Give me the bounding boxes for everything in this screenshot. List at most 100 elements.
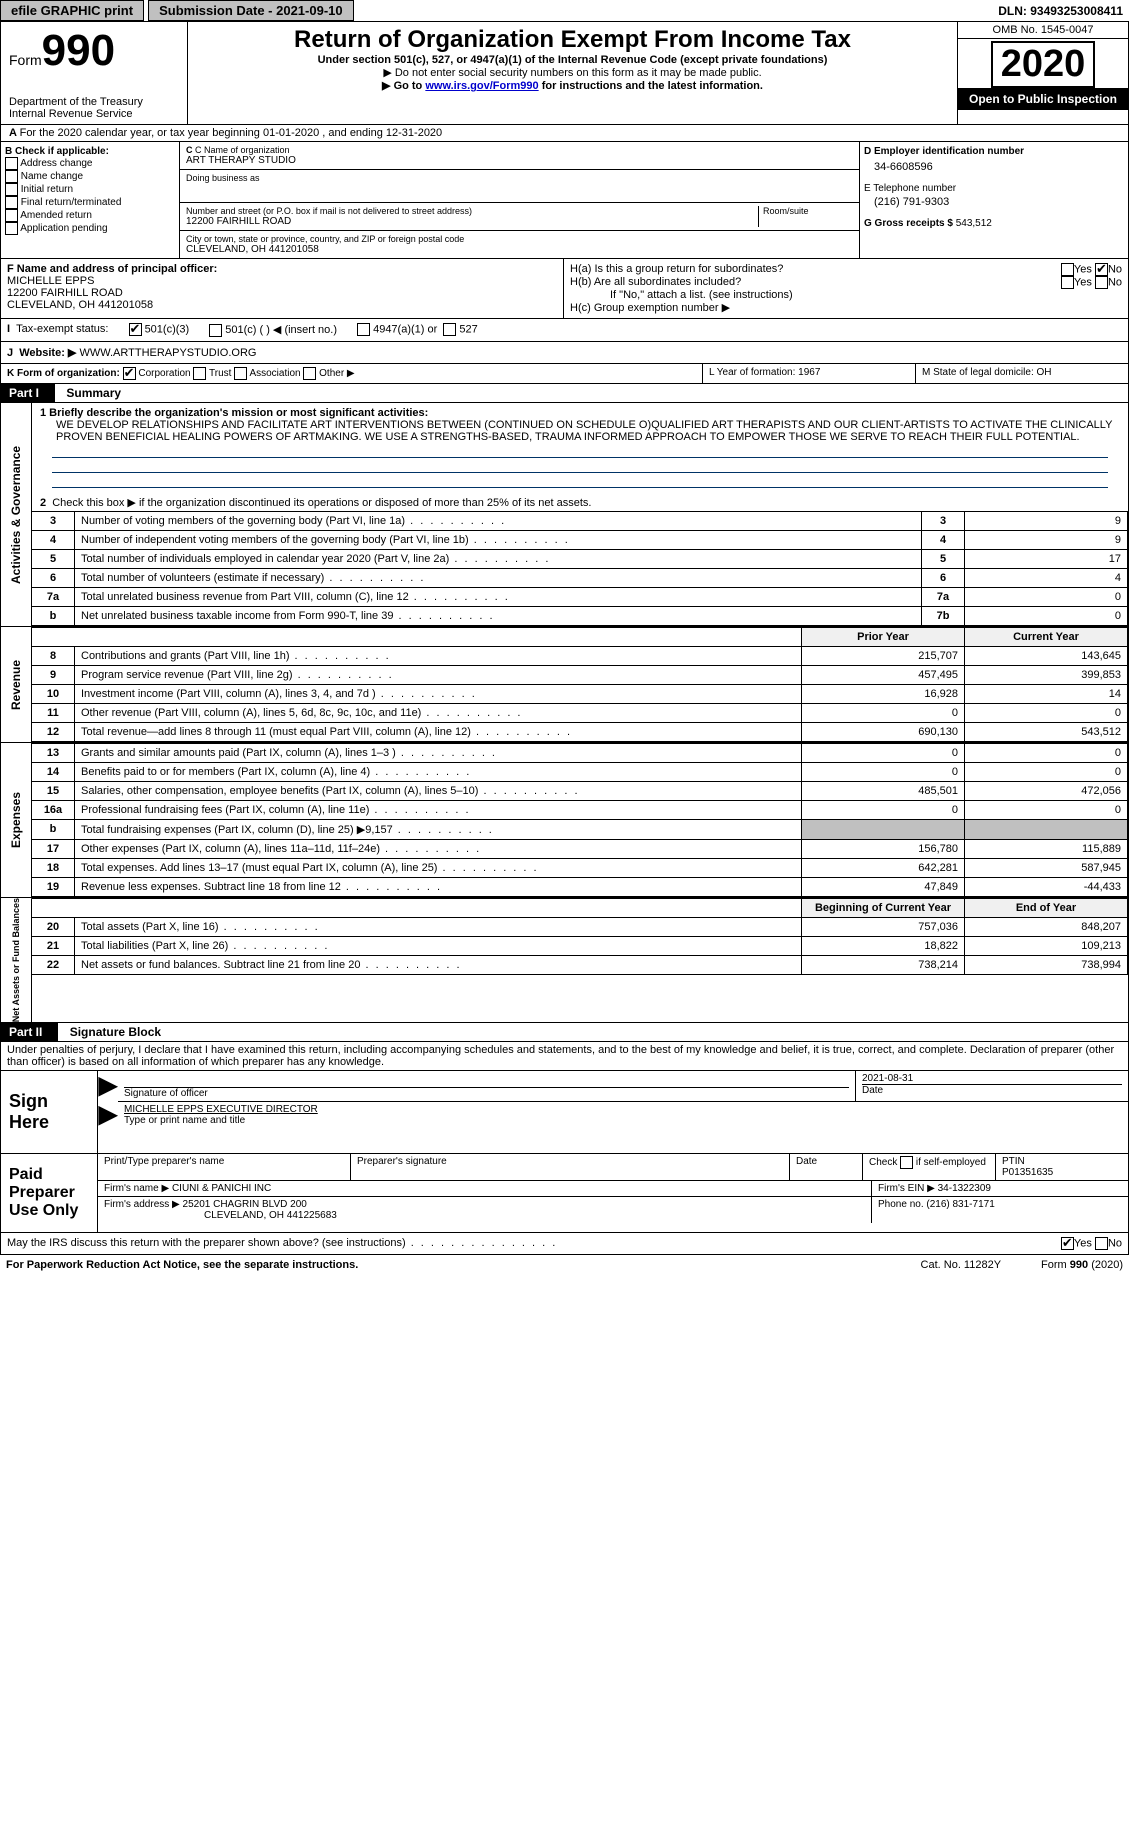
- open-inspection: Open to Public Inspection: [958, 88, 1128, 110]
- typed-name: MICHELLE EPPS EXECUTIVE DIRECTOR: [124, 1104, 1122, 1115]
- l2-text: Check this box ▶ if the organization dis…: [52, 497, 591, 509]
- irs-link[interactable]: www.irs.gov/Form990: [425, 80, 538, 92]
- discuss-row: May the IRS discuss this return with the…: [0, 1233, 1129, 1255]
- officer-addr2: CLEVELAND, OH 441201058: [7, 299, 153, 311]
- header: Form990 Department of the Treasury Inter…: [0, 22, 1129, 125]
- date-lbl: Date: [862, 1084, 1122, 1096]
- city-lbl: City or town, state or province, country…: [186, 234, 853, 244]
- part1-exp: Expenses 13Grants and similar amounts pa…: [0, 743, 1129, 898]
- sub3b: for instructions and the latest informat…: [539, 80, 763, 92]
- sub3a: ▶ Go to: [382, 80, 425, 92]
- form-small: Form: [9, 52, 42, 68]
- section-f: F Name and address of principal officer:…: [1, 259, 564, 318]
- part1-na: Net Assets or Fund Balances Beginning of…: [0, 898, 1129, 1023]
- d-lbl: D Employer identification number: [864, 146, 1124, 157]
- state-domicile: M State of legal domicile: OH: [915, 364, 1128, 383]
- fgh-row: F Name and address of principal officer:…: [0, 259, 1129, 319]
- omb: OMB No. 1545-0047: [958, 22, 1128, 39]
- section-h: H(a) Is this a group return for subordin…: [564, 259, 1128, 318]
- row-i: I Tax-exempt status: 501(c)(3) 501(c) ( …: [0, 319, 1129, 342]
- hb-no: No: [1108, 276, 1122, 288]
- k-trust: Trust: [209, 368, 231, 379]
- part1-hdr-row: Part I Summary: [0, 384, 1129, 403]
- b-opt[interactable]: Name change: [5, 170, 175, 183]
- firm-addr-lbl: Firm's address ▶: [104, 1199, 183, 1210]
- i-501c: 501(c) ( ) ◀ (insert no.): [225, 324, 337, 336]
- discuss-text: May the IRS discuss this return with the…: [7, 1237, 557, 1250]
- pra: For Paperwork Reduction Act Notice, see …: [6, 1259, 358, 1271]
- footer: For Paperwork Reduction Act Notice, see …: [0, 1255, 1129, 1275]
- firm-phone-lbl: Phone no.: [878, 1199, 926, 1210]
- firm-phone: (216) 831-7171: [926, 1199, 994, 1210]
- phone: (216) 791-9303: [864, 194, 1124, 218]
- i-lbl: Tax-exempt status:: [16, 323, 108, 337]
- part1-title: Summary: [58, 384, 129, 402]
- section-c: C C Name of organization ART THERAPY STU…: [180, 142, 859, 258]
- dept: Department of the Treasury Internal Reve…: [9, 96, 179, 120]
- declaration: Under penalties of perjury, I declare th…: [0, 1042, 1129, 1071]
- info-grid: B Check if applicable: Address change Na…: [0, 142, 1129, 259]
- row-k: K Form of organization: Corporation Trus…: [1, 364, 702, 383]
- i-527: 527: [459, 323, 477, 335]
- pp-date-lbl: Date: [790, 1154, 863, 1180]
- sign-here-lbl: Sign Here: [1, 1071, 98, 1153]
- b-opt[interactable]: Application pending: [5, 222, 175, 235]
- subdate-lbl: Submission Date -: [159, 3, 276, 18]
- arrow-icon: ▶▶: [98, 1071, 118, 1153]
- l2: 2 Check this box ▶ if the organization d…: [32, 494, 1128, 511]
- form-990: 990: [42, 26, 115, 75]
- part1-rev: Revenue Prior YearCurrent Year8Contribut…: [0, 627, 1129, 743]
- k-corp: Corporation: [138, 368, 190, 379]
- hdr-left: Form990 Department of the Treasury Inter…: [1, 22, 188, 124]
- topbar: efile GRAPHIC print Submission Date - 20…: [0, 0, 1129, 22]
- addr: 12200 FAIRHILL ROAD: [186, 216, 758, 227]
- dba-lbl: Doing business as: [186, 173, 853, 183]
- discuss-yes: Yes: [1074, 1237, 1092, 1249]
- vtab-na: Net Assets or Fund Balances: [1, 898, 32, 1022]
- pp-name-lbl: Print/Type preparer's name: [98, 1154, 351, 1180]
- firm-name: CIUNI & PANICHI INC: [172, 1183, 271, 1194]
- typed-lbl: Type or print name and title: [124, 1115, 1122, 1126]
- c-dba: Doing business as: [180, 170, 859, 203]
- ptin-lbl: PTIN: [1002, 1156, 1122, 1167]
- firm-city: CLEVELAND, OH 441225683: [104, 1210, 337, 1221]
- org-name: ART THERAPY STUDIO: [186, 155, 853, 166]
- b-hdr: B Check if applicable:: [5, 146, 175, 157]
- b-opt[interactable]: Amended return: [5, 209, 175, 222]
- cat-no: Cat. No. 11282Y: [921, 1259, 1002, 1271]
- ein: 34-6608596: [864, 157, 1124, 183]
- gross-receipts: 543,512: [956, 218, 992, 229]
- officer-addr1: 12200 FAIRHILL ROAD: [7, 287, 123, 299]
- firm-name-lbl: Firm's name ▶: [104, 1183, 172, 1194]
- vtab-ag: Activities & Governance: [1, 403, 32, 626]
- discuss-no: No: [1108, 1237, 1122, 1249]
- ag-table: 3Number of voting members of the governi…: [32, 511, 1128, 626]
- year-formation: L Year of formation: 1967: [702, 364, 915, 383]
- sub2: ▶ Do not enter social security numbers o…: [196, 66, 949, 79]
- addr-lbl: Number and street (or P.O. box if mail i…: [186, 206, 758, 216]
- firm-ein-lbl: Firm's EIN ▶: [878, 1183, 938, 1194]
- ha: H(a) Is this a group return for subordin…: [570, 263, 1061, 276]
- b-opt[interactable]: Initial return: [5, 183, 175, 196]
- paid-prep-lbl: Paid Preparer Use Only: [1, 1154, 98, 1232]
- efile-btn[interactable]: efile GRAPHIC print: [0, 0, 144, 21]
- city: CLEVELAND, OH 441201058: [186, 244, 853, 255]
- paid-prep-block: Paid Preparer Use Only Print/Type prepar…: [0, 1154, 1129, 1233]
- row-j: J Website: ▶ WWW.ARTTHERAPYSTUDIO.ORG: [0, 342, 1129, 364]
- mission: WE DEVELOP RELATIONSHIPS AND FACILITATE …: [40, 419, 1120, 443]
- b-opt[interactable]: Address change: [5, 157, 175, 170]
- ptin: P01351635: [1002, 1167, 1122, 1178]
- hdr-mid: Return of Organization Exempt From Incom…: [188, 22, 957, 124]
- b-opt[interactable]: Final return/terminated: [5, 196, 175, 209]
- f-lbl: F Name and address of principal officer:: [7, 263, 217, 275]
- officer-name: MICHELLE EPPS: [7, 275, 94, 287]
- hb-note: If "No," attach a list. (see instruction…: [570, 289, 1122, 301]
- rev-table: Prior YearCurrent Year8Contributions and…: [32, 627, 1128, 742]
- title: Return of Organization Exempt From Incom…: [196, 26, 949, 54]
- sig-officer-lbl: Signature of officer: [124, 1087, 849, 1099]
- l1-lbl: 1 Briefly describe the organization's mi…: [40, 407, 1120, 419]
- row-klm: K Form of organization: Corporation Trus…: [0, 364, 1129, 384]
- subdate-btn: Submission Date - 2021-09-10: [148, 0, 354, 21]
- tax-year: 2020: [991, 41, 1096, 88]
- section-deg: D Employer identification number 34-6608…: [859, 142, 1128, 258]
